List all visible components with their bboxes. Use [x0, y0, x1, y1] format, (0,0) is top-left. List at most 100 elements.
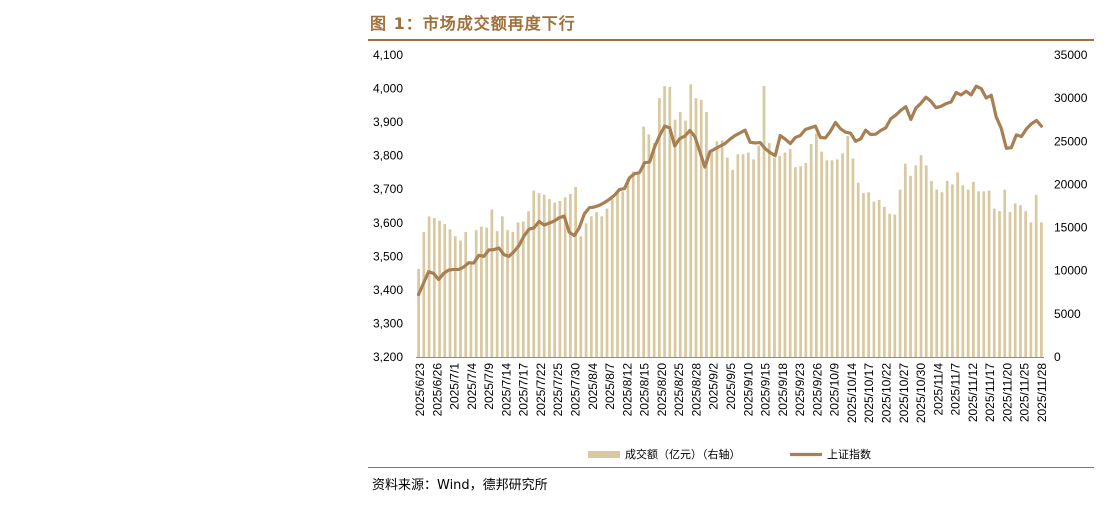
turnover-bar [1034, 194, 1038, 357]
turnover-bar [569, 193, 572, 357]
x-tick-label: 2025/6/26 [430, 363, 444, 417]
x-tick-label: 2025/8/7 [603, 363, 617, 410]
turnover-bar [788, 149, 792, 357]
turnover-bar [610, 199, 614, 357]
turnover-bar [1040, 222, 1043, 357]
x-tick-label: 2025/11/28 [1035, 363, 1049, 422]
x-tick-label: 2025/11/20 [1000, 363, 1014, 422]
turnover-bar [1019, 205, 1022, 357]
turnover-bar [851, 158, 855, 357]
turnover-bar [856, 182, 860, 357]
left-tick-label: 3,700 [373, 182, 403, 196]
x-tick-label: 2025/10/9 [828, 363, 842, 417]
turnover-bar [893, 214, 897, 357]
turnover-bar [684, 120, 687, 357]
turnover-bar [767, 143, 771, 357]
turnover-bar [600, 216, 604, 357]
turnover-bar [1013, 203, 1017, 357]
turnover-bar [480, 226, 483, 357]
turnover-bar [657, 98, 661, 357]
line-series-index [416, 84, 1044, 297]
x-tick-label: 2025/7/14 [499, 363, 513, 417]
legend-line-label: 上证指数 [827, 447, 871, 461]
x-tick-label: 2025/9/26 [810, 363, 824, 417]
turnover-bar [809, 143, 813, 357]
x-tick-label: 2025/9/23 [793, 363, 807, 417]
turnover-bar [485, 227, 489, 357]
turnover-bar [616, 190, 619, 357]
title-rule [368, 39, 1094, 41]
turnover-bar [527, 211, 530, 357]
x-tick-label: 2025/7/1 [448, 363, 462, 410]
turnover-bar [877, 199, 881, 357]
turnover-bar [490, 209, 494, 357]
turnover-bar [825, 160, 829, 357]
bar-series-turnover [417, 84, 1043, 358]
turnover-bar [422, 231, 426, 357]
turnover-bar [432, 218, 436, 357]
right-tick-label: 20000 [1054, 177, 1088, 191]
turnover-bar [589, 216, 593, 357]
legend-bar-swatch [588, 451, 620, 458]
turnover-bar [474, 230, 478, 357]
turnover-bar [506, 230, 509, 357]
turnover-bar [511, 231, 515, 357]
turnover-bar [919, 155, 923, 357]
turnover-bar [663, 86, 666, 357]
turnover-bar [752, 159, 755, 357]
x-tick-label: 2025/7/9 [482, 363, 496, 410]
turnover-bar [820, 151, 823, 357]
turnover-bar [516, 222, 520, 357]
turnover-bar [841, 153, 844, 357]
turnover-bar [898, 189, 902, 357]
turnover-bar [956, 172, 960, 357]
turnover-bar [867, 192, 871, 357]
x-tick-label: 2025/11/25 [1018, 363, 1032, 422]
footer-rule [368, 467, 1094, 468]
left-tick-label: 3,300 [373, 316, 403, 330]
turnover-bar [495, 231, 499, 357]
turnover-bar [998, 211, 1001, 357]
turnover-bar [951, 184, 954, 357]
right-tick-label: 30000 [1054, 91, 1088, 105]
left-tick-label: 3,600 [373, 216, 403, 230]
turnover-bar [521, 221, 525, 357]
right-tick-label: 5000 [1054, 307, 1081, 321]
turnover-bar [652, 143, 656, 357]
x-tick-label: 2025/9/10 [741, 363, 755, 417]
turnover-bar [459, 240, 462, 357]
turnover-bar [731, 169, 734, 357]
turnover-bar [888, 213, 891, 357]
turnover-bar [914, 165, 918, 357]
x-tick-label: 2025/9/5 [724, 363, 738, 410]
turnover-bar [835, 159, 839, 357]
turnover-bar [453, 236, 457, 357]
turnover-bar [971, 181, 975, 357]
turnover-bar [762, 86, 766, 357]
left-tick-label: 3,900 [373, 115, 403, 129]
turnover-bar [883, 206, 886, 357]
turnover-bar [699, 99, 703, 358]
turnover-bar [464, 231, 468, 357]
legend-bar-label: 成交额（亿元）（右轴） [625, 447, 741, 461]
turnover-bar [799, 166, 803, 357]
x-tick-label: 2025/11/12 [966, 363, 980, 422]
left-tick-label: 4,000 [373, 82, 403, 96]
turnover-bar [1024, 211, 1028, 357]
turnover-bar [1029, 222, 1033, 357]
turnover-bar [438, 220, 441, 357]
x-tick-label: 2025/10/14 [845, 363, 859, 423]
turnover-bar [862, 193, 865, 357]
x-tick-label: 2025/9/15 [759, 363, 773, 417]
turnover-bar [532, 190, 536, 357]
turnover-bar [992, 208, 996, 357]
right-tick-label: 0 [1054, 350, 1061, 364]
turnover-bar [982, 191, 986, 357]
turnover-bar [903, 163, 907, 357]
turnover-bar [584, 223, 588, 357]
x-tick-label: 2025/9/2 [707, 363, 721, 410]
right-tick-label: 15000 [1054, 221, 1088, 235]
x-axis-labels: 2025/6/23 2025/6/26 2025/7/1 2025/7/4 2025/7… [413, 363, 1049, 423]
legend: 成交额（亿元）（右轴） 上证指数 [588, 447, 871, 461]
